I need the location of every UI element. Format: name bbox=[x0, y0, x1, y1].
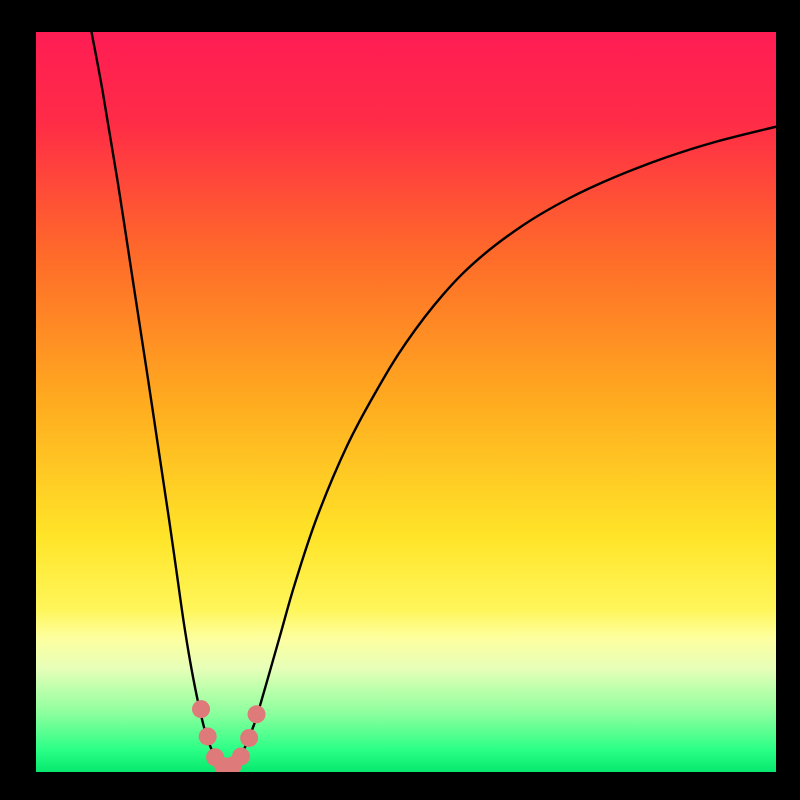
data-marker bbox=[192, 700, 210, 718]
bottleneck-chart bbox=[0, 0, 800, 800]
plot-background bbox=[36, 32, 776, 772]
data-marker bbox=[240, 729, 258, 747]
data-marker bbox=[248, 705, 266, 723]
chart-frame: TheBottleneck.com bbox=[0, 0, 800, 800]
data-marker bbox=[232, 747, 250, 765]
data-marker bbox=[199, 727, 217, 745]
